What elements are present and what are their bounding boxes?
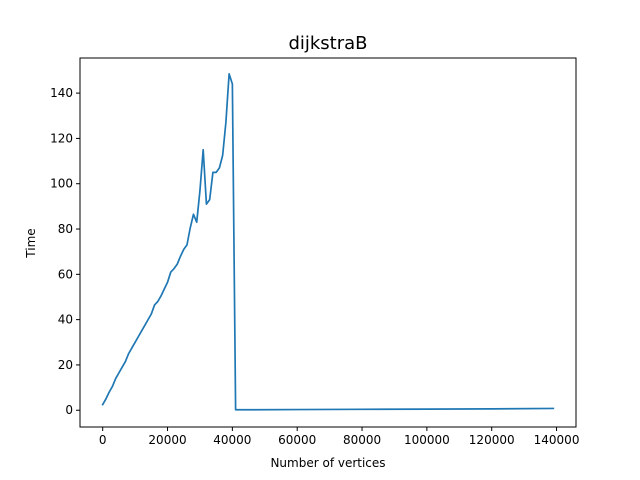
x-tick-label: 100000 xyxy=(404,433,450,447)
x-axis-label: Number of vertices xyxy=(270,456,385,470)
y-tick-label: 0 xyxy=(65,403,73,417)
plot-area: 0 20000 40000 60000 80000 100000 120000 140000 0… xyxy=(50,57,580,447)
x-tick-label: 120000 xyxy=(469,433,515,447)
y-tick-label: 100 xyxy=(50,177,73,191)
x-tick-label: 0 xyxy=(99,433,107,447)
y-tick-label: 60 xyxy=(58,267,73,281)
x-tick-label: 80000 xyxy=(343,433,381,447)
chart-title: dijkstraB xyxy=(288,33,367,54)
y-axis-label: Time xyxy=(24,228,38,258)
y-tick-label: 80 xyxy=(58,222,73,236)
y-tick-label: 40 xyxy=(58,313,73,327)
x-tick-label: 40000 xyxy=(213,433,251,447)
y-tick-label: 140 xyxy=(50,86,73,100)
y-tick-label: 120 xyxy=(50,131,73,145)
plot-frame xyxy=(79,57,577,428)
x-tick-label: 140000 xyxy=(534,433,580,447)
y-tick-label: 20 xyxy=(58,358,73,372)
x-tick-label: 20000 xyxy=(148,433,186,447)
x-tick-label: 60000 xyxy=(278,433,316,447)
series-line-0 xyxy=(101,73,555,411)
